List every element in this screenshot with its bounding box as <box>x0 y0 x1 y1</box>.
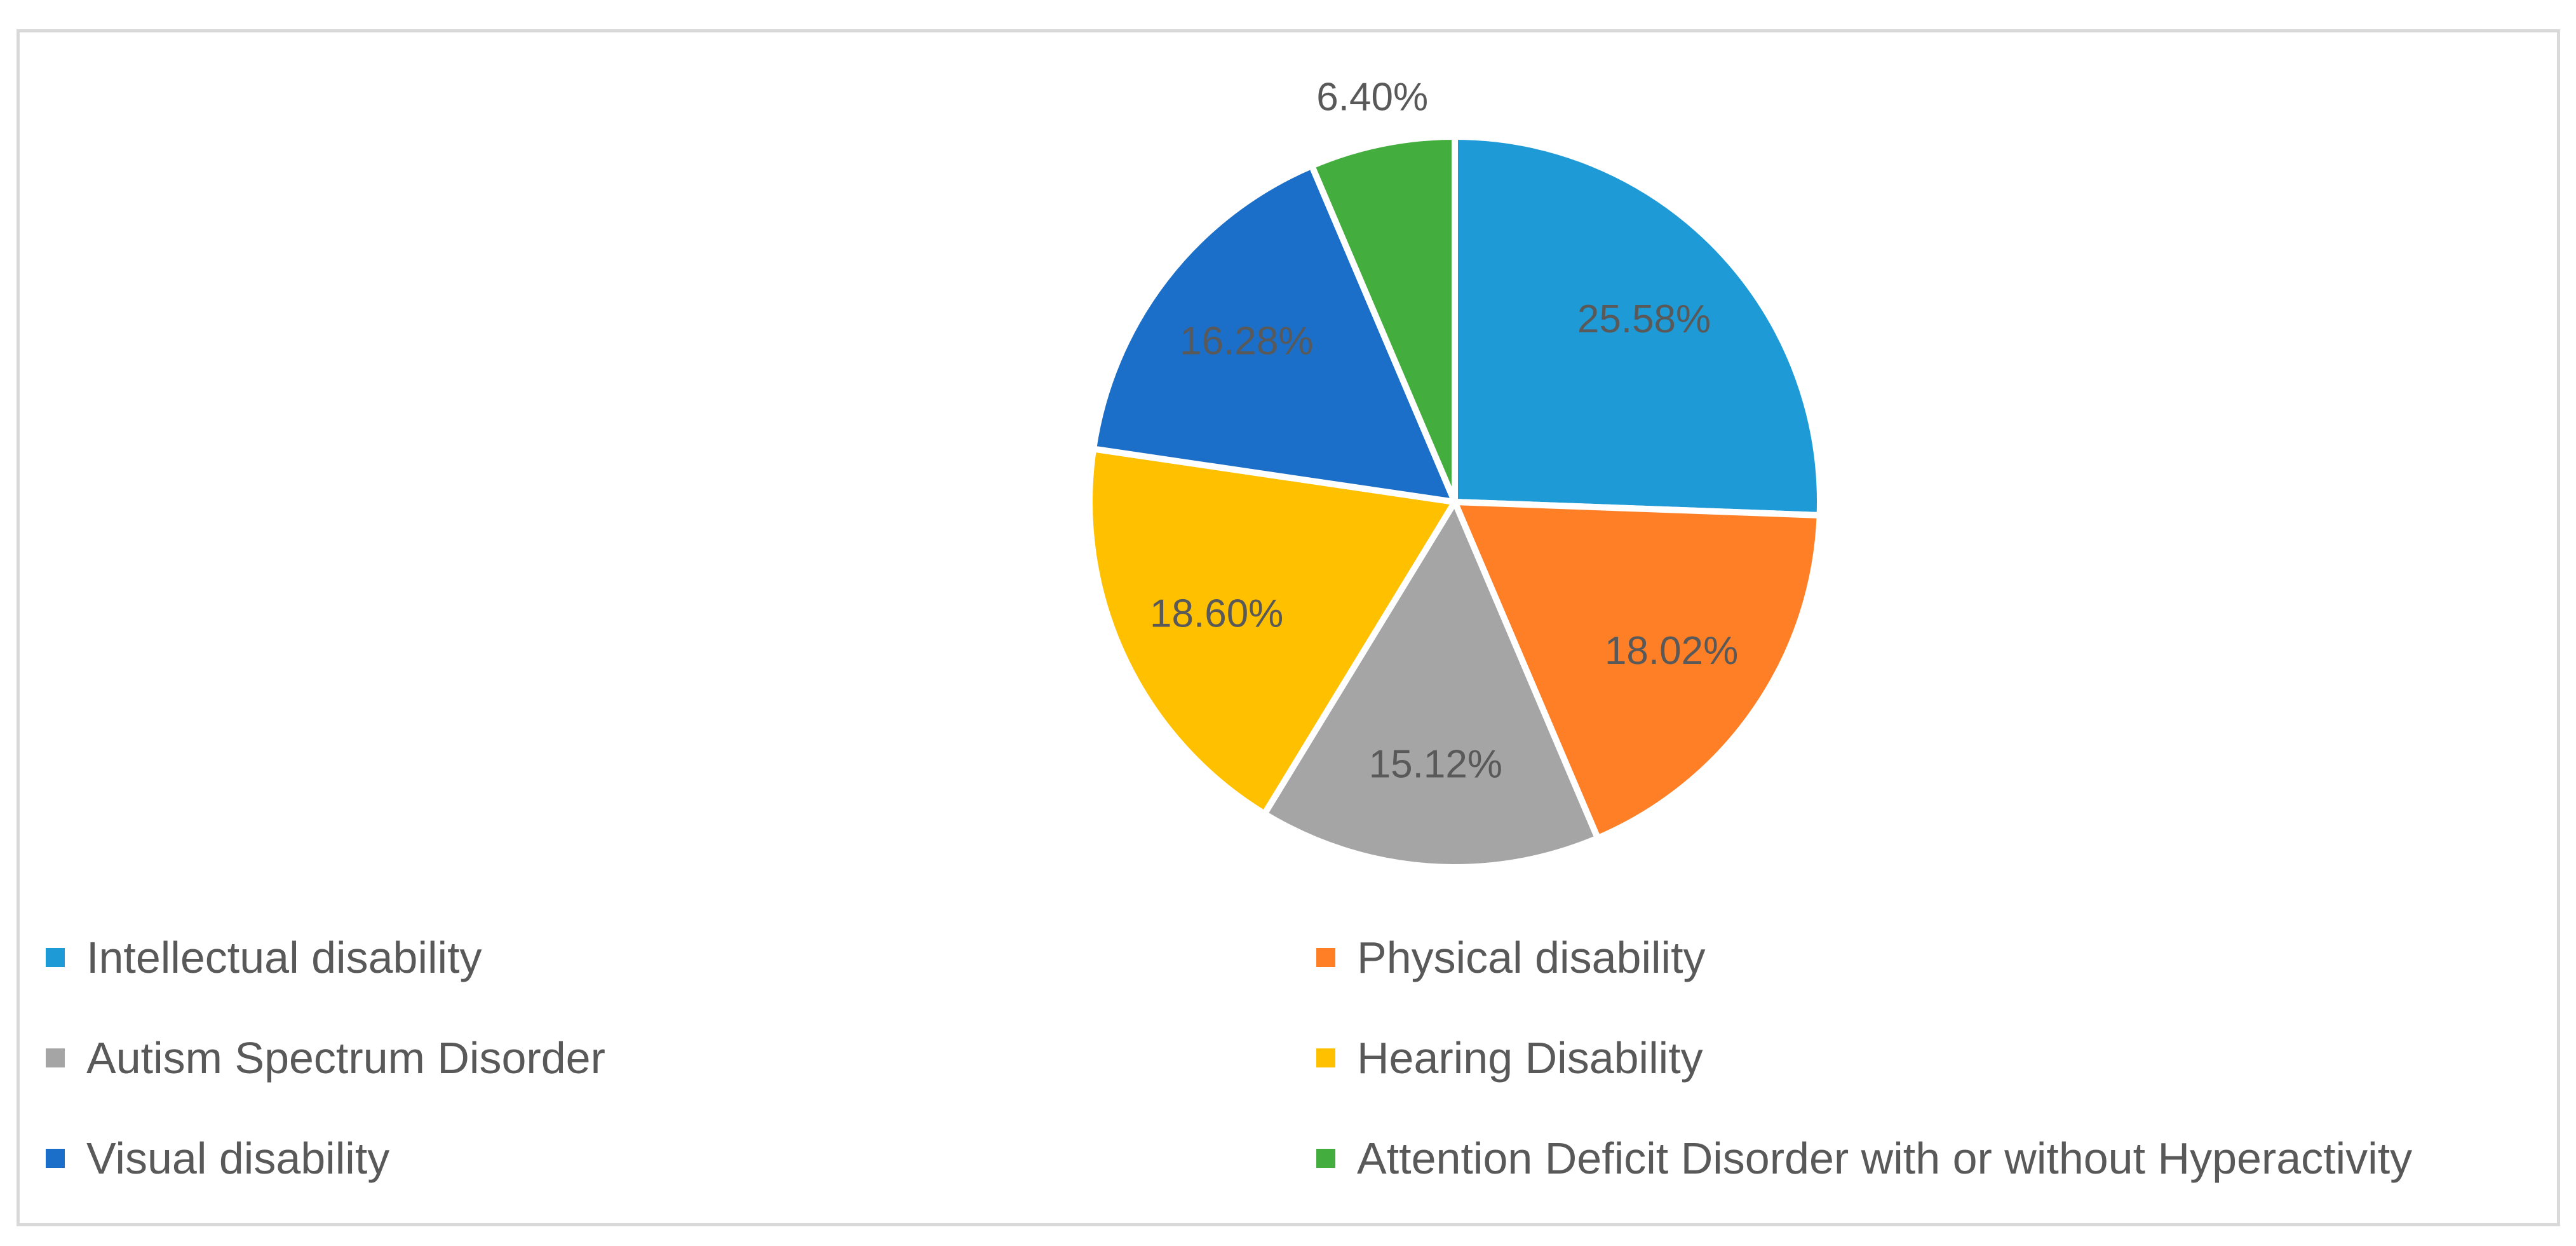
legend: Intellectual disability Physical disabili… <box>46 907 2561 1209</box>
pie-slice-attention-deficit-disorder-with-or-without-hyperactivity <box>1308 133 1458 505</box>
legend-item-physical-disability: Physical disability <box>1316 907 2561 1008</box>
data-label-physical-disability: 18.02% <box>1605 629 1738 673</box>
legend-item-intellectual-disability: Intellectual disability <box>46 907 1316 1008</box>
legend-item-hearing-disability: Hearing Disability <box>1316 1008 2561 1108</box>
pie-slice-autism-spectrum-disorder <box>1261 499 1602 870</box>
legend-label: Attention Deficit Disorder with or witho… <box>1357 1134 2413 1183</box>
data-label-intellectual-disability: 25.58% <box>1577 297 1711 341</box>
legend-item-autism-spectrum-disorder: Autism Spectrum Disorder <box>46 1008 1316 1108</box>
legend-swatch <box>46 1048 65 1067</box>
legend-label: Physical disability <box>1357 933 1706 982</box>
legend-label: Hearing Disability <box>1357 1033 1703 1083</box>
legend-swatch <box>46 1149 65 1168</box>
legend-swatch <box>1316 1048 1335 1067</box>
legend-swatch <box>1316 948 1335 967</box>
data-label-attention-deficit-disorder-with-or-without-hyperactivity: 6.40% <box>1316 76 1428 119</box>
pie-labels: 25.58% 18.02% 15.12% 18.60% 16.28% 6.40% <box>1150 76 1738 787</box>
legend-swatch <box>1316 1149 1335 1168</box>
data-label-autism-spectrum-disorder: 15.12% <box>1369 742 1502 786</box>
legend-item-visual-disability: Visual disability <box>46 1108 1316 1209</box>
legend-label: Autism Spectrum Disorder <box>86 1033 605 1083</box>
legend-item-attention-deficit-disorder-with-or-without-hyperactivity: Attention Deficit Disorder with or witho… <box>1316 1108 2561 1209</box>
pie-slice-physical-disability <box>1452 499 1823 842</box>
pie-slice-intellectual-disability <box>1452 133 1823 518</box>
pie-slices <box>1086 133 1823 870</box>
legend-swatch <box>46 948 65 967</box>
data-label-visual-disability: 16.28% <box>1180 320 1313 363</box>
legend-label: Intellectual disability <box>86 933 482 982</box>
pie-slice-hearing-disability <box>1086 445 1458 817</box>
data-label-hearing-disability: 18.60% <box>1150 592 1283 635</box>
pie-slice-visual-disability <box>1090 162 1458 505</box>
legend-label: Visual disability <box>86 1134 390 1183</box>
